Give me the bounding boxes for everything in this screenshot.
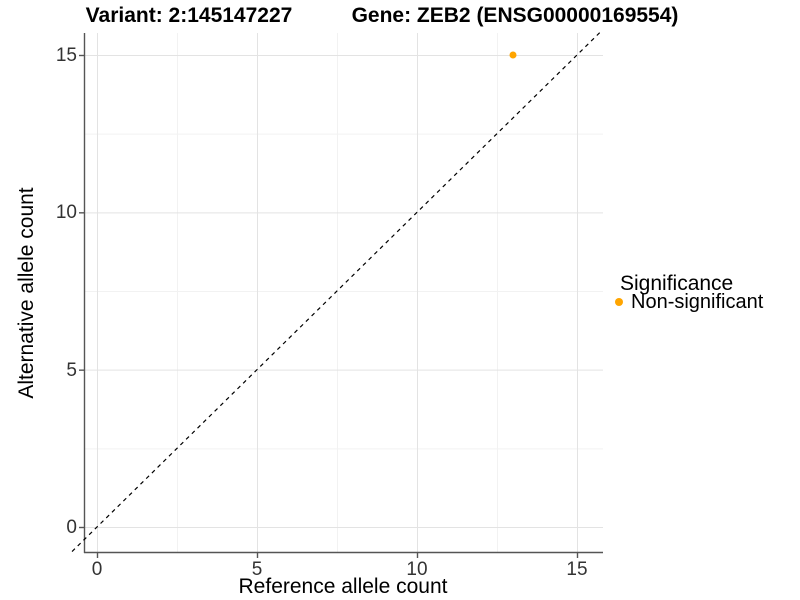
- x-tick-label: 15: [566, 559, 588, 580]
- y-tick-label: 5: [66, 359, 77, 381]
- grid-minor: [84, 33, 603, 553]
- y-tick-label: 15: [55, 44, 77, 66]
- plot-title-gene: Gene: ZEB2 (ENSG00000169554): [351, 4, 679, 27]
- x-axis-title: Reference allele count: [238, 575, 448, 598]
- x-tick-label: 5: [251, 559, 263, 580]
- identity-reference-line: [71, 30, 603, 552]
- data-points: [509, 51, 517, 59]
- y-tick-label: 10: [55, 202, 77, 224]
- data-point: [509, 51, 517, 59]
- reference-line-group: [71, 30, 603, 552]
- axes: [79, 33, 603, 558]
- grid-major: [84, 33, 603, 553]
- legend-title: Significance: [620, 272, 734, 295]
- plot-title-variant: Variant: 2:145147227: [85, 4, 293, 27]
- y-tick-label: 0: [66, 517, 77, 538]
- legend-item: Non-significant: [615, 291, 763, 313]
- x-tick-label: 10: [406, 559, 428, 580]
- legend-key-dot: [615, 298, 623, 306]
- x-tick-label: 0: [91, 559, 103, 580]
- legend-item-label: Non-significant: [631, 290, 764, 313]
